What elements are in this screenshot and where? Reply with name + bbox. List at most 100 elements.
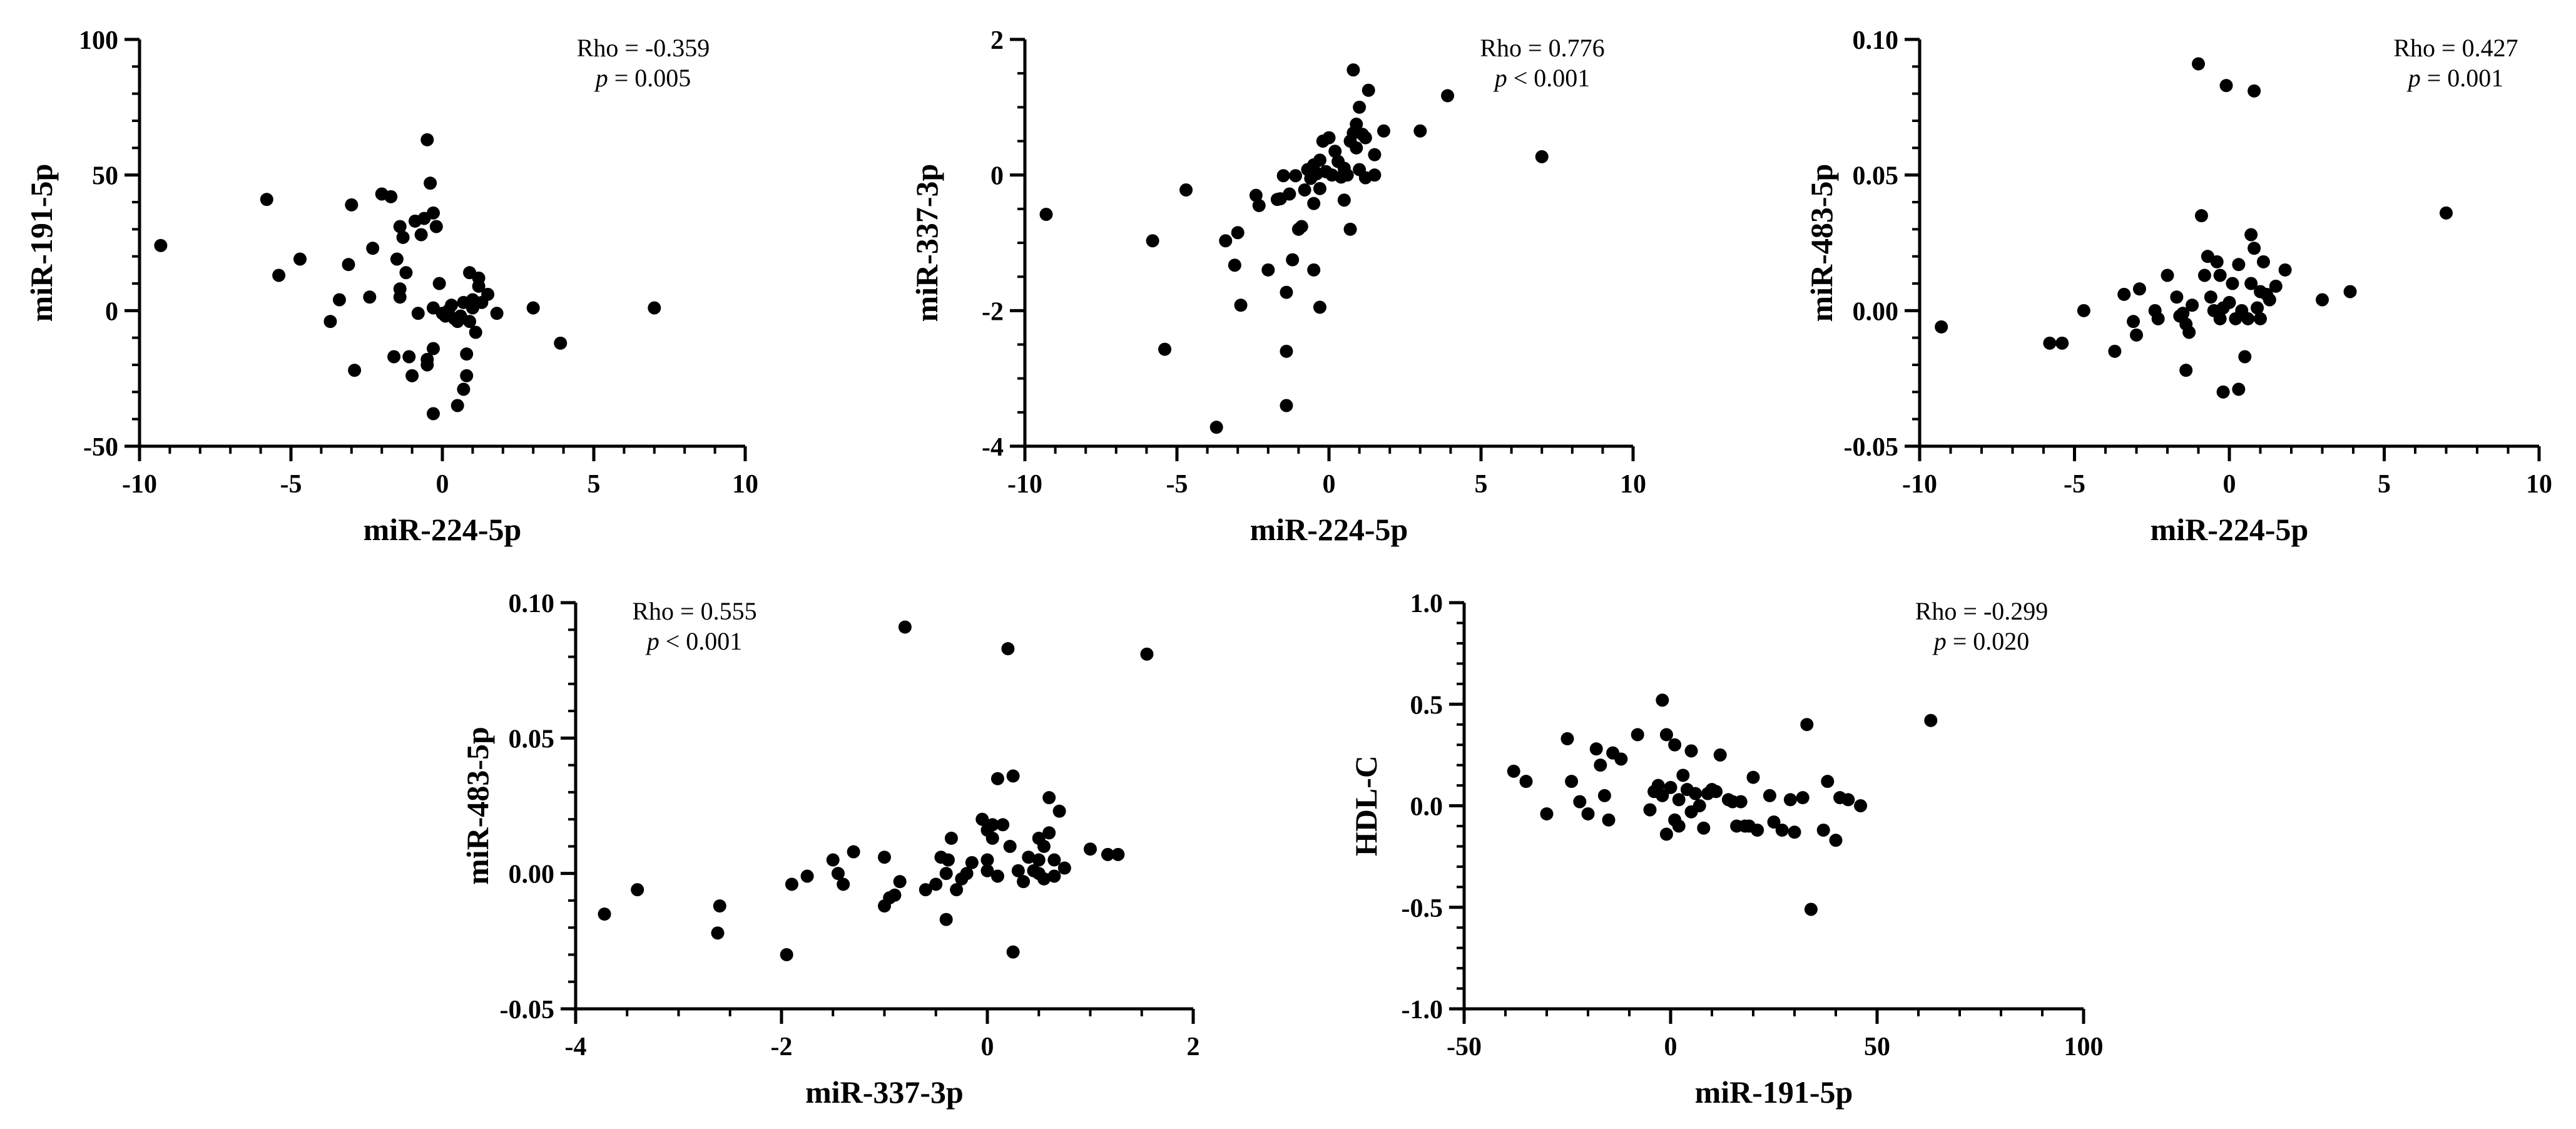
data-point	[426, 407, 440, 421]
y-tick-label: -1.0	[1402, 996, 1443, 1024]
data-point	[366, 242, 380, 255]
data-point	[1337, 193, 1351, 207]
y-axis-title: miR-483-5p	[460, 727, 495, 885]
data-point	[1362, 83, 1375, 97]
x-tick-label: 100	[2064, 1033, 2104, 1061]
data-point	[996, 818, 1010, 832]
data-point	[451, 399, 464, 412]
x-tick-label: 0	[436, 470, 449, 499]
data-point	[2254, 312, 2267, 325]
data-point	[2186, 299, 2199, 312]
data-point	[888, 888, 902, 902]
data-point	[293, 252, 307, 266]
data-point	[2269, 279, 2283, 293]
x-tick-label: -10	[1007, 470, 1042, 499]
y-tick-label: 100	[79, 26, 118, 55]
data-point	[1783, 793, 1797, 807]
y-axis-title: miR-483-5p	[1804, 164, 1839, 322]
data-point	[432, 277, 446, 290]
data-point	[445, 299, 459, 312]
data-point	[2182, 325, 2196, 339]
y-tick-label: 0.5	[1410, 691, 1443, 720]
data-point	[1003, 839, 1017, 853]
data-point	[1377, 124, 1390, 138]
data-point	[2316, 293, 2329, 307]
data-point	[1821, 775, 1835, 789]
data-point	[2248, 84, 2261, 98]
data-point	[2117, 287, 2131, 301]
data-point	[1006, 945, 1020, 959]
data-point	[1594, 759, 1607, 772]
data-point	[1350, 141, 1363, 155]
x-tick-label: 50	[1864, 1033, 1890, 1061]
data-point	[2192, 57, 2205, 71]
data-point	[2241, 312, 2255, 325]
data-point	[919, 883, 932, 897]
data-point	[990, 772, 1004, 785]
x-tick-label: 2	[1187, 1033, 1200, 1061]
data-point	[1841, 793, 1855, 807]
data-point	[426, 342, 440, 355]
data-point	[2176, 307, 2190, 320]
data-point	[1313, 181, 1326, 195]
data-point	[944, 831, 958, 845]
data-point	[1353, 100, 1367, 114]
data-point	[1368, 148, 1382, 161]
x-axis-title: miR-224-5p	[364, 512, 522, 547]
data-point	[1006, 769, 1020, 783]
data-point	[363, 290, 377, 304]
data-point	[2263, 293, 2276, 307]
data-point	[1307, 263, 1321, 277]
data-point	[1037, 872, 1051, 886]
rho-annotation: Rho = 0.776	[1480, 34, 1604, 62]
x-axis-title: miR-224-5p	[1250, 512, 1408, 547]
x-axis-title: miR-191-5p	[1695, 1075, 1853, 1110]
data-point	[323, 315, 337, 329]
data-point	[2197, 268, 2211, 282]
data-point	[460, 347, 474, 361]
data-point	[411, 307, 425, 320]
data-point	[2256, 255, 2270, 268]
data-point	[393, 220, 407, 233]
data-point	[837, 877, 850, 891]
x-tick-label: -5	[280, 470, 302, 499]
y-tick-label: -0.05	[500, 996, 555, 1024]
data-point	[598, 907, 611, 921]
data-point	[780, 948, 793, 961]
data-point	[831, 867, 845, 881]
data-point	[1328, 145, 1342, 158]
data-point	[526, 301, 540, 315]
data-point	[2222, 295, 2236, 309]
data-point	[405, 369, 419, 382]
data-point	[1289, 169, 1303, 183]
data-point	[1829, 834, 1843, 847]
data-point	[463, 315, 477, 329]
data-point	[1935, 320, 1948, 334]
rho-annotation: Rho = 0.427	[2393, 34, 2518, 62]
data-point	[1804, 902, 1818, 916]
data-point	[1111, 847, 1125, 861]
data-point	[950, 883, 964, 897]
data-point	[2077, 304, 2090, 317]
data-point	[1643, 803, 1657, 817]
data-point	[929, 877, 943, 891]
x-tick-label: 0	[981, 1033, 994, 1061]
data-point	[800, 869, 814, 883]
data-point	[1573, 795, 1587, 809]
data-point	[426, 206, 440, 220]
data-point	[1602, 813, 1616, 827]
data-point	[980, 853, 994, 867]
data-point	[2127, 315, 2141, 329]
y-tick-label: -4	[982, 433, 1004, 462]
data-point	[1280, 344, 1293, 358]
data-point	[1676, 769, 1690, 782]
x-tick-label: -50	[1447, 1033, 1482, 1061]
y-tick-label: 0.05	[1853, 162, 1899, 191]
data-point	[1589, 742, 1603, 756]
data-point	[2343, 285, 2357, 299]
data-point	[1261, 263, 1275, 277]
data-point	[1684, 744, 1698, 758]
data-point	[1788, 825, 1801, 839]
data-point	[1775, 823, 1789, 837]
y-tick-label: 0.00	[1853, 297, 1899, 326]
